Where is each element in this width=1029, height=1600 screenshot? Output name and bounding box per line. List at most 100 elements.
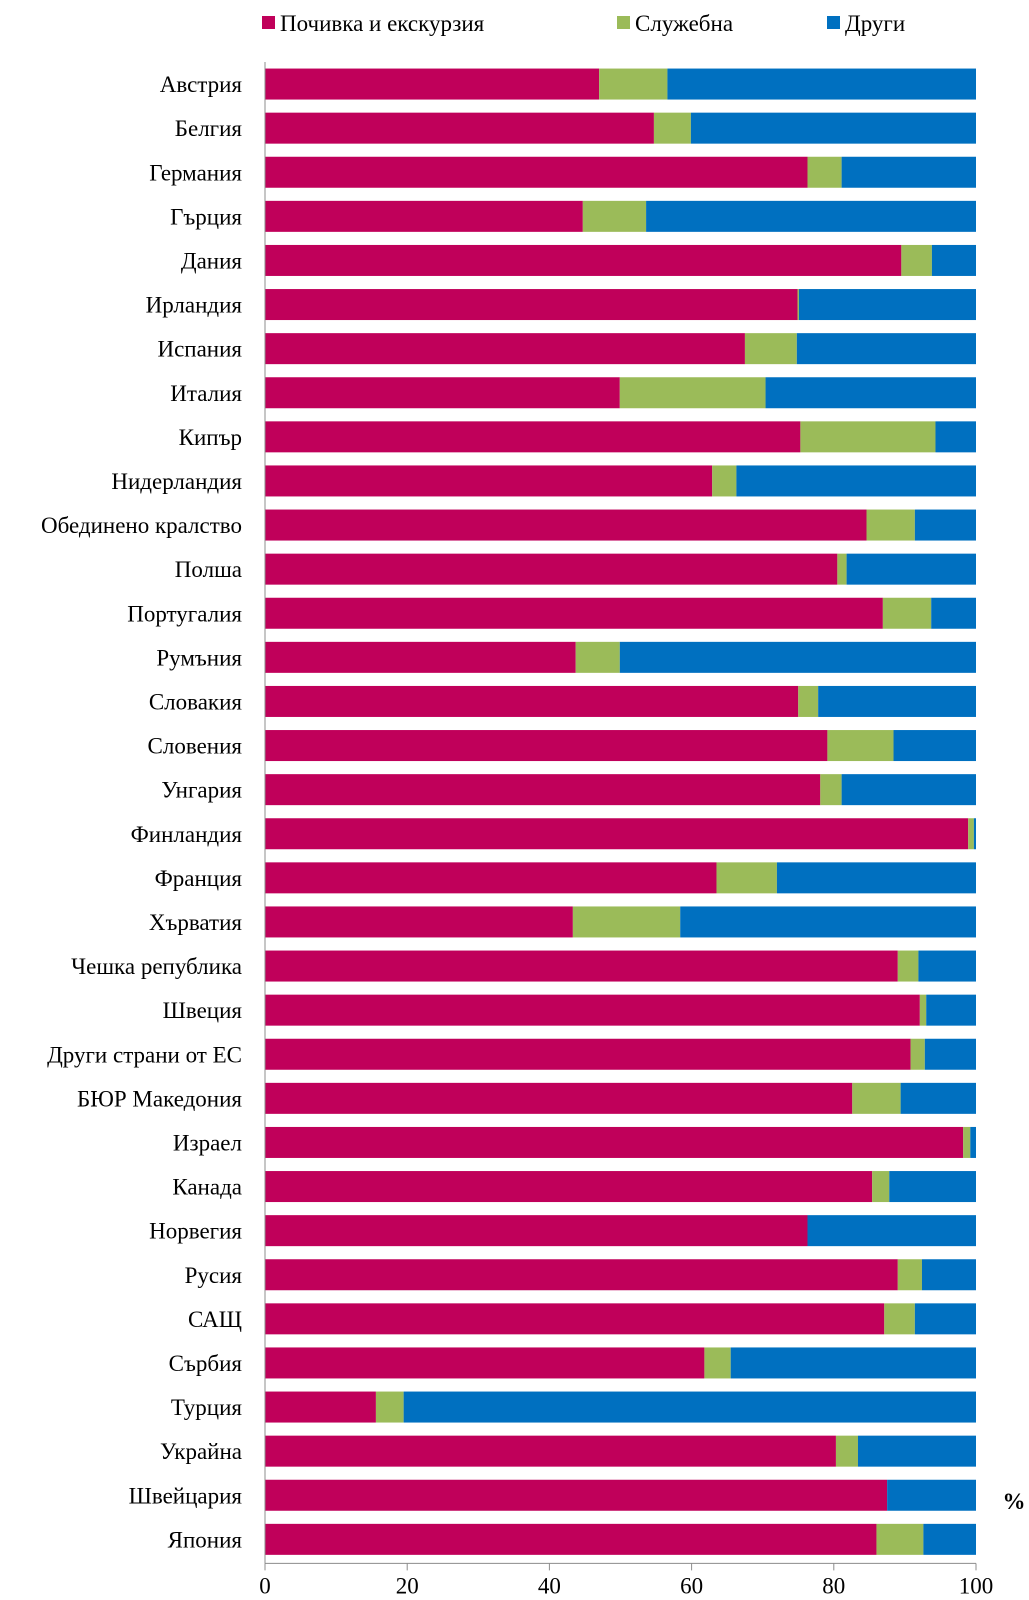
bar-segment — [265, 1259, 898, 1291]
bar-segment — [575, 641, 620, 673]
bar-segment — [712, 465, 737, 497]
bar-segment — [827, 730, 894, 762]
bar-segment — [923, 1523, 976, 1555]
category-label: Испания — [157, 337, 242, 362]
bar-segment — [935, 421, 976, 453]
bar-segment — [265, 1215, 808, 1247]
category-label: Русия — [185, 1263, 243, 1288]
bar-segment — [265, 1171, 873, 1203]
bar-segment — [265, 906, 573, 938]
bar-segment — [807, 156, 842, 188]
bar-segment — [968, 818, 974, 850]
category-label: Словакия — [149, 689, 243, 714]
category-label: Нидерландия — [111, 469, 242, 494]
bar-segment — [765, 377, 976, 409]
bar-segment — [818, 685, 976, 717]
bar-segment — [820, 774, 842, 806]
bar-segment — [837, 553, 847, 585]
bar-segment — [403, 1391, 976, 1423]
bar-segment — [931, 244, 976, 276]
bar-segment — [265, 1126, 964, 1158]
category-label: Украйна — [160, 1439, 242, 1464]
legend-swatch — [262, 16, 275, 29]
legend-label: Други — [845, 11, 905, 36]
bar-segment — [931, 597, 976, 629]
category-label: Полша — [175, 557, 242, 582]
bar-segment — [797, 289, 799, 321]
bar-segment — [265, 333, 745, 365]
bar-segment — [265, 553, 838, 585]
bar-segment — [265, 421, 801, 453]
bar-segment — [884, 1303, 915, 1335]
bar-segment — [646, 200, 976, 232]
legend: Почивка и екскурзия Служебна Други — [262, 11, 905, 36]
category-label: Кипър — [179, 425, 242, 450]
bar-segment — [897, 950, 919, 982]
category-label: Швейцария — [129, 1483, 243, 1508]
category-label: САЩ — [188, 1307, 242, 1332]
bar-segment — [653, 112, 691, 144]
bar-segment — [265, 1303, 885, 1335]
category-label: Турция — [171, 1395, 243, 1420]
category-label: Канада — [172, 1175, 242, 1200]
bar-segment — [857, 1435, 976, 1467]
category-label: Израел — [173, 1130, 242, 1155]
category-label: Други страни от ЕС — [47, 1042, 242, 1067]
bar-segment — [924, 1038, 976, 1070]
bar-segment — [776, 862, 976, 894]
bar-segment — [265, 862, 717, 894]
bar-segment — [970, 1126, 976, 1158]
bar-segment — [265, 509, 867, 541]
bar-segment — [926, 994, 976, 1026]
category-label: Япония — [168, 1527, 243, 1552]
bar-segment — [265, 1391, 376, 1423]
x-tick-label: 60 — [680, 1573, 703, 1598]
bar-segment — [690, 112, 976, 144]
bar-segment — [882, 597, 932, 629]
bar-segment — [914, 509, 976, 541]
category-label: Ирландия — [146, 293, 243, 318]
bar-segment — [265, 994, 920, 1026]
bar-segment — [910, 1038, 925, 1070]
bar-segment — [800, 421, 936, 453]
category-label: Словения — [148, 734, 243, 759]
bar-segment — [265, 1038, 911, 1070]
bar-segment — [901, 244, 932, 276]
bar-segment — [265, 950, 898, 982]
bar-segment — [680, 906, 976, 938]
bar-segment — [963, 1126, 971, 1158]
bar-segment — [900, 1082, 976, 1114]
bar-segment — [667, 68, 976, 100]
bar-segment — [914, 1303, 976, 1335]
x-tick-label: 20 — [396, 1573, 419, 1598]
category-label: Финландия — [131, 822, 243, 847]
bar-segment — [835, 1435, 858, 1467]
category-label: Румъния — [156, 645, 242, 670]
bar-segment — [265, 1479, 888, 1511]
legend-label: Почивка и екскурзия — [280, 11, 485, 36]
category-label: Унгария — [161, 778, 242, 803]
legend-label: Служебна — [635, 11, 733, 36]
bar-segment — [265, 112, 654, 144]
bar-segment — [619, 377, 766, 409]
category-label: БЮР Македония — [77, 1086, 242, 1111]
legend-swatch — [827, 16, 840, 29]
bar-segment — [716, 862, 777, 894]
bar-segment — [841, 774, 976, 806]
bar-segment — [582, 200, 647, 232]
bar-segment — [893, 730, 976, 762]
category-label: Португалия — [127, 601, 242, 626]
bar-segment — [572, 906, 681, 938]
bar-segment — [730, 1347, 976, 1379]
bar-segment — [265, 377, 620, 409]
bar-segment — [866, 509, 915, 541]
category-label: Норвегия — [149, 1219, 242, 1244]
bar-segment — [265, 685, 799, 717]
bar-segment — [265, 465, 713, 497]
category-label: Дания — [181, 248, 243, 273]
bar-segment — [265, 1435, 836, 1467]
category-label: Италия — [170, 381, 242, 406]
bar-segment — [841, 156, 976, 188]
bar-segment — [265, 641, 576, 673]
